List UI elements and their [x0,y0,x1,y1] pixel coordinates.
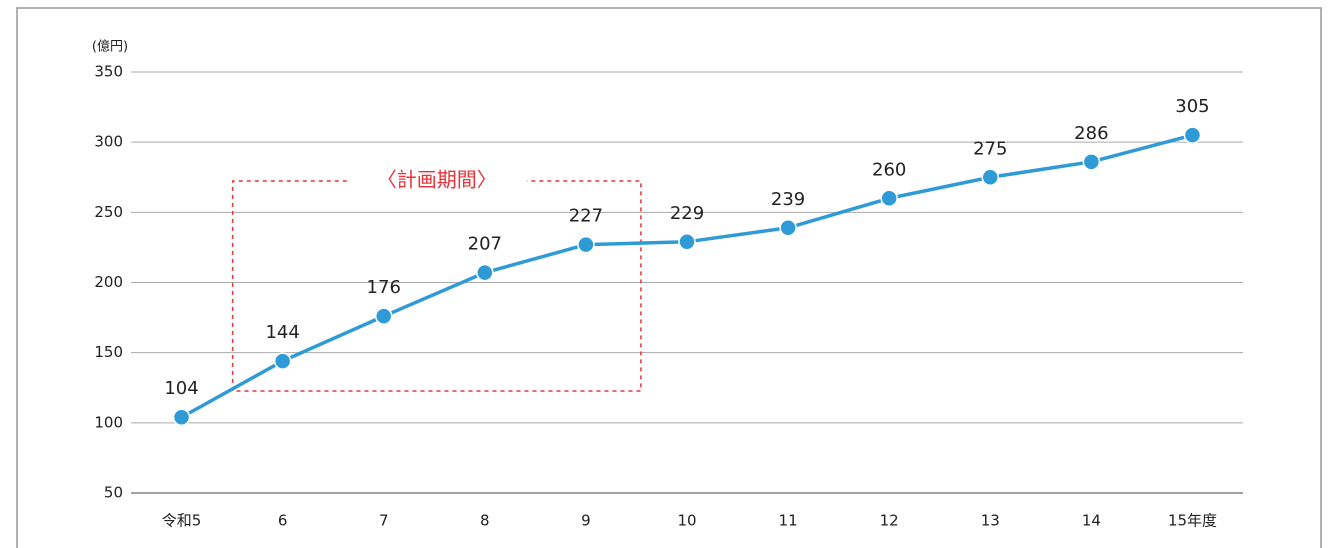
y-tick-label: 350 [94,63,123,81]
y-tick-label: 150 [94,343,123,361]
data-label: 176 [367,277,401,298]
y-tick-label: 50 [104,484,123,502]
point [273,352,292,370]
data-label: 305 [1175,96,1209,117]
data-label: 227 [569,206,603,227]
point [172,408,191,426]
data-label: 260 [872,159,906,180]
point [880,189,898,208]
point [981,168,1000,186]
x-tick-label: 7 [379,512,389,530]
y-tick-label: 200 [94,273,123,291]
y-unit: (億円) [92,39,128,55]
data-label: 104 [164,378,198,399]
x-tick-label: 8 [480,512,490,530]
data-label: 207 [468,234,502,255]
point [678,233,696,251]
x-tick-label: 14 [1082,512,1101,530]
point [476,263,494,282]
data-label: 229 [670,203,704,224]
x-tick-label: 15年度 [1168,512,1217,530]
y-tick-label: 300 [94,133,123,151]
x-tick-label: 13 [981,512,1000,530]
x-tick-label: 10 [677,512,696,530]
frame [16,7,1322,548]
point [577,235,595,254]
data-label: 144 [265,322,299,343]
point [1183,126,1202,144]
data-label: 286 [1074,123,1108,144]
line [180,133,1193,419]
x-tick-label: 6 [278,512,288,530]
data-label: 239 [771,189,805,210]
data-label: 275 [973,138,1007,159]
x-tick-label: 12 [880,512,899,530]
point [1082,153,1101,171]
annotation: 〈計画期間〉 [377,168,497,192]
x-tick-label: 9 [581,512,591,530]
period-box [231,180,642,392]
x-tick-label: 11 [779,512,798,530]
point [374,307,393,325]
point [779,219,797,237]
x-tick-label: 令和5 [162,512,202,530]
y-tick-label: 100 [94,413,123,431]
y-tick-label: 250 [94,203,123,221]
